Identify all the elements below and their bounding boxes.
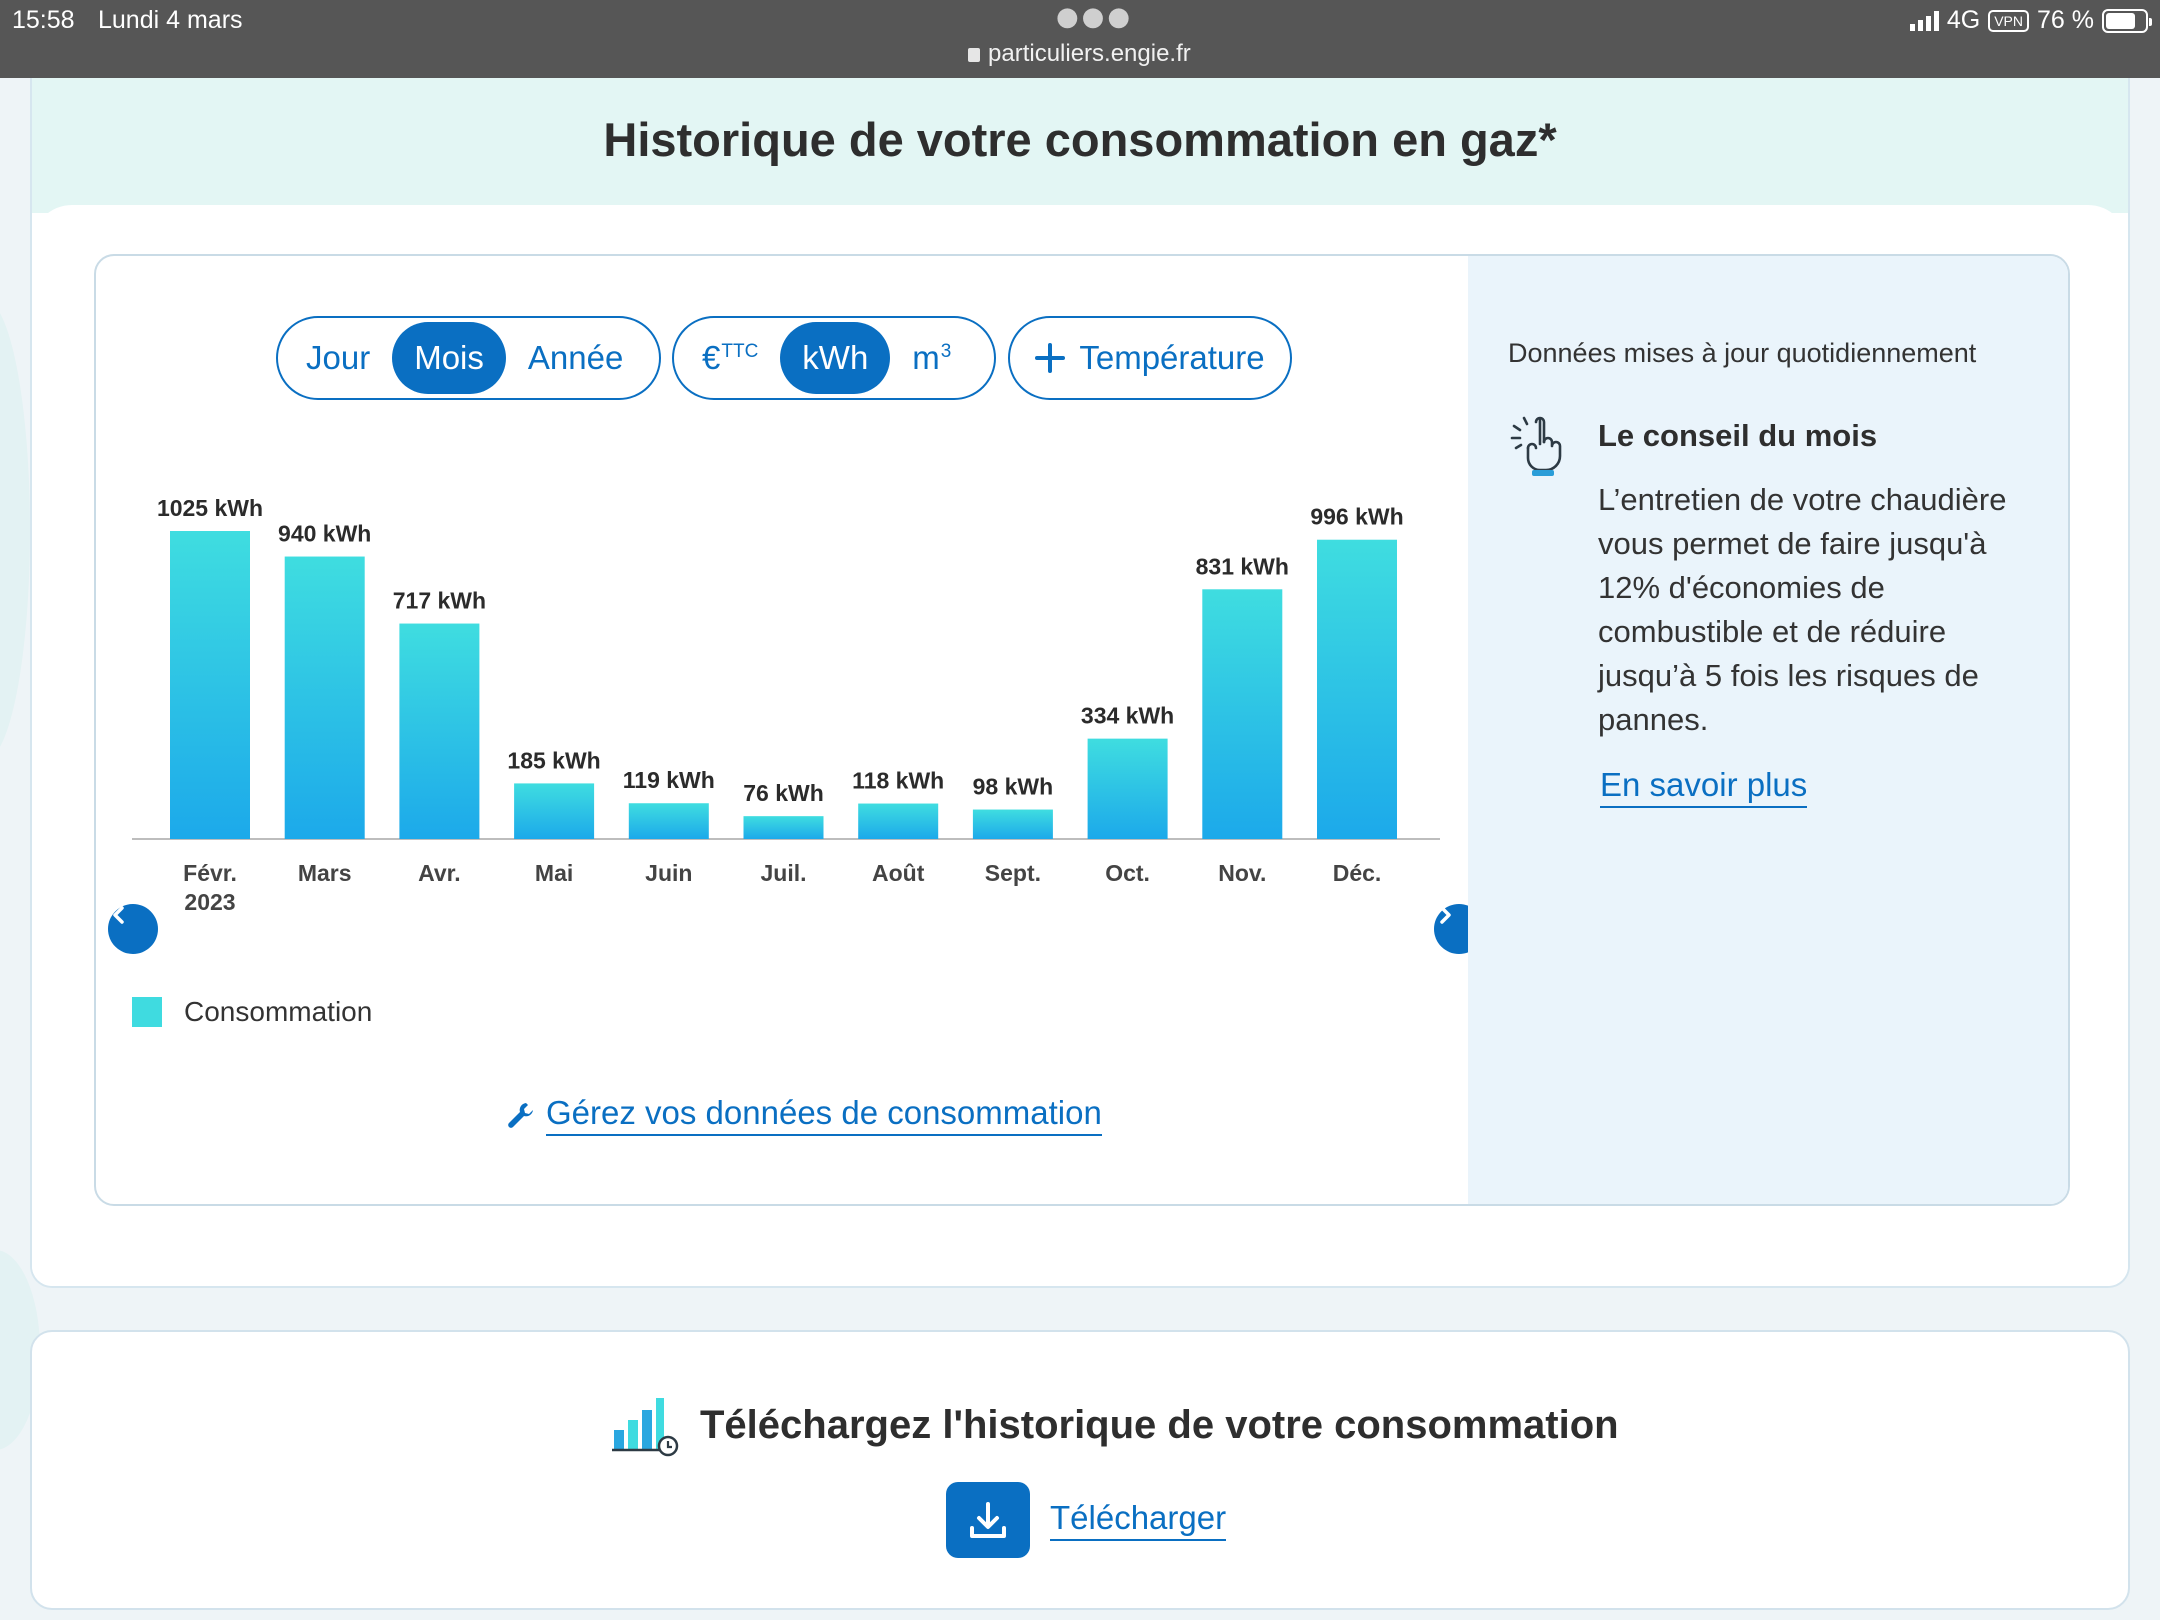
x-tick-label: Juil.	[760, 860, 806, 886]
tip-body: L’entretien de votre chaudière vous perm…	[1598, 482, 2007, 737]
download-card: Téléchargez l'historique de votre consom…	[30, 1330, 2130, 1610]
chart-bar[interactable]	[858, 803, 939, 839]
bar-value-label: 831 kWh	[1196, 553, 1289, 579]
bar-value-label: 996 kWh	[1310, 504, 1403, 530]
signal-icon	[1909, 10, 1939, 31]
x-tick-label: Sept.	[985, 860, 1041, 886]
status-date: Lundi 4 mars	[98, 6, 243, 34]
bar-value-label: 334 kWh	[1081, 703, 1174, 729]
battery-icon	[2102, 8, 2152, 33]
x-tick-label: 2023	[184, 889, 235, 915]
bar-value-label: 1025 kWh	[157, 495, 263, 521]
temperature-label: Température	[1079, 339, 1265, 376]
more-dots-icon[interactable]: ●●●	[1056, 2, 1134, 32]
download-icon	[970, 1502, 1006, 1538]
background-decoration	[0, 300, 30, 760]
battery-percent: 76 %	[2037, 6, 2094, 34]
chart-bar[interactable]	[972, 809, 1053, 839]
status-bar: 15:58 Lundi 4 mars ●●● particuliers.engi…	[0, 0, 2160, 78]
pointing-hand-icon	[1510, 416, 1562, 476]
previous-period-button[interactable]	[108, 904, 158, 954]
consumption-chart: 1025 kWh Févr. 2023 940 kWh Mars 717 kWh Avr. 1…	[96, 456, 1536, 1036]
x-tick-label: Oct.	[1105, 860, 1150, 886]
consumption-history-section: Historique de votre consommation en gaz*…	[30, 78, 2130, 1288]
url-text: particuliers.engie.fr	[988, 40, 1191, 67]
chart-bar[interactable]	[1202, 589, 1283, 839]
bar-value-label: 940 kWh	[278, 521, 371, 547]
bar-value-label: 76 kWh	[743, 780, 824, 806]
bar-chart-svg: 1025 kWh Févr. 2023 940 kWh Mars 717 kWh Avr. 1…	[132, 495, 1440, 915]
chart-bar[interactable]	[514, 783, 595, 839]
status-indicators: 4G VPN 76 %	[1909, 6, 2152, 35]
status-time: 15:58	[12, 6, 75, 34]
manage-data-link[interactable]: Gérez vos données de consommation	[506, 1094, 1102, 1136]
wrench-icon	[508, 1103, 533, 1128]
unit-option-euro[interactable]: € TTC	[680, 322, 780, 394]
x-tick-label: Août	[872, 860, 925, 886]
chevron-right-icon	[1440, 906, 1451, 924]
update-notice: Données mises à jour quotidiennement	[1508, 338, 1977, 368]
bar-value-label: 717 kWh	[393, 588, 486, 614]
plus-icon	[1035, 343, 1066, 373]
chart-bar[interactable]	[743, 816, 824, 839]
bar-value-label: 118 kWh	[852, 768, 944, 794]
learn-more-link[interactable]: En savoir plus	[1600, 766, 1808, 808]
bar-value-label: 119 kWh	[623, 767, 715, 793]
x-tick-label: Avr.	[418, 860, 461, 886]
chart-bar[interactable]	[284, 556, 365, 839]
vpn-badge: VPN	[1988, 9, 2030, 32]
lock-icon	[968, 48, 980, 62]
bar-value-label: 185 kWh	[507, 747, 600, 773]
bar-value-label: 98 kWh	[973, 774, 1054, 800]
download-button[interactable]	[946, 1482, 1030, 1558]
x-tick-label: Mars	[298, 860, 352, 886]
period-option-jour[interactable]: Jour	[306, 339, 371, 376]
download-action: Télécharger	[946, 1482, 1227, 1558]
unit-euro-sup: TTC	[721, 341, 759, 362]
temperature-button[interactable]: Température	[1008, 316, 1292, 400]
unit-euro-label: €	[702, 339, 721, 376]
download-title: Téléchargez l'historique de votre consom…	[700, 1402, 1619, 1447]
period-option-annee[interactable]: Année	[527, 339, 624, 376]
x-tick-label: Juin	[645, 860, 692, 886]
section-header: Historique de votre consommation en gaz*	[32, 78, 2128, 213]
legend-label: Consommation	[184, 996, 373, 1027]
manage-data-label: Gérez vos données de consommation	[546, 1094, 1102, 1136]
download-link[interactable]: Télécharger	[1050, 1499, 1227, 1541]
x-tick-label: Nov.	[1218, 860, 1266, 886]
unit-m3-sup: 3	[940, 341, 952, 362]
legend-swatch	[132, 997, 162, 1027]
tip-title: Le conseil du mois	[1598, 418, 1878, 453]
chart-bar[interactable]	[399, 623, 480, 839]
side-panel: Données mises à jour quotidiennement Le …	[1468, 256, 2068, 1204]
network-type: 4G	[1946, 6, 1981, 34]
chart-bar[interactable]	[628, 803, 709, 839]
chart-bar[interactable]	[1317, 539, 1397, 839]
chart-bar[interactable]	[170, 531, 250, 839]
unit-m3-label: m	[912, 339, 940, 376]
unit-option-kwh[interactable]: kWh	[780, 322, 891, 394]
page-title: Historique de votre consommation en gaz*	[603, 113, 1557, 166]
x-tick-label: Févr.	[183, 860, 237, 886]
x-tick-label: Mai	[535, 860, 573, 886]
address-bar[interactable]: particuliers.engie.fr	[968, 40, 1191, 68]
chart-bar[interactable]	[1087, 738, 1168, 839]
period-option-mois[interactable]: Mois	[392, 322, 506, 394]
chart-history-icon	[612, 1398, 679, 1457]
x-tick-label: Déc.	[1333, 860, 1382, 886]
chevron-left-icon	[113, 906, 124, 924]
chart-legend: Consommation	[132, 996, 372, 1028]
period-toggle: Jour Mois Année	[276, 316, 661, 400]
download-header: Téléchargez l'historique de votre consom…	[610, 1392, 1619, 1458]
